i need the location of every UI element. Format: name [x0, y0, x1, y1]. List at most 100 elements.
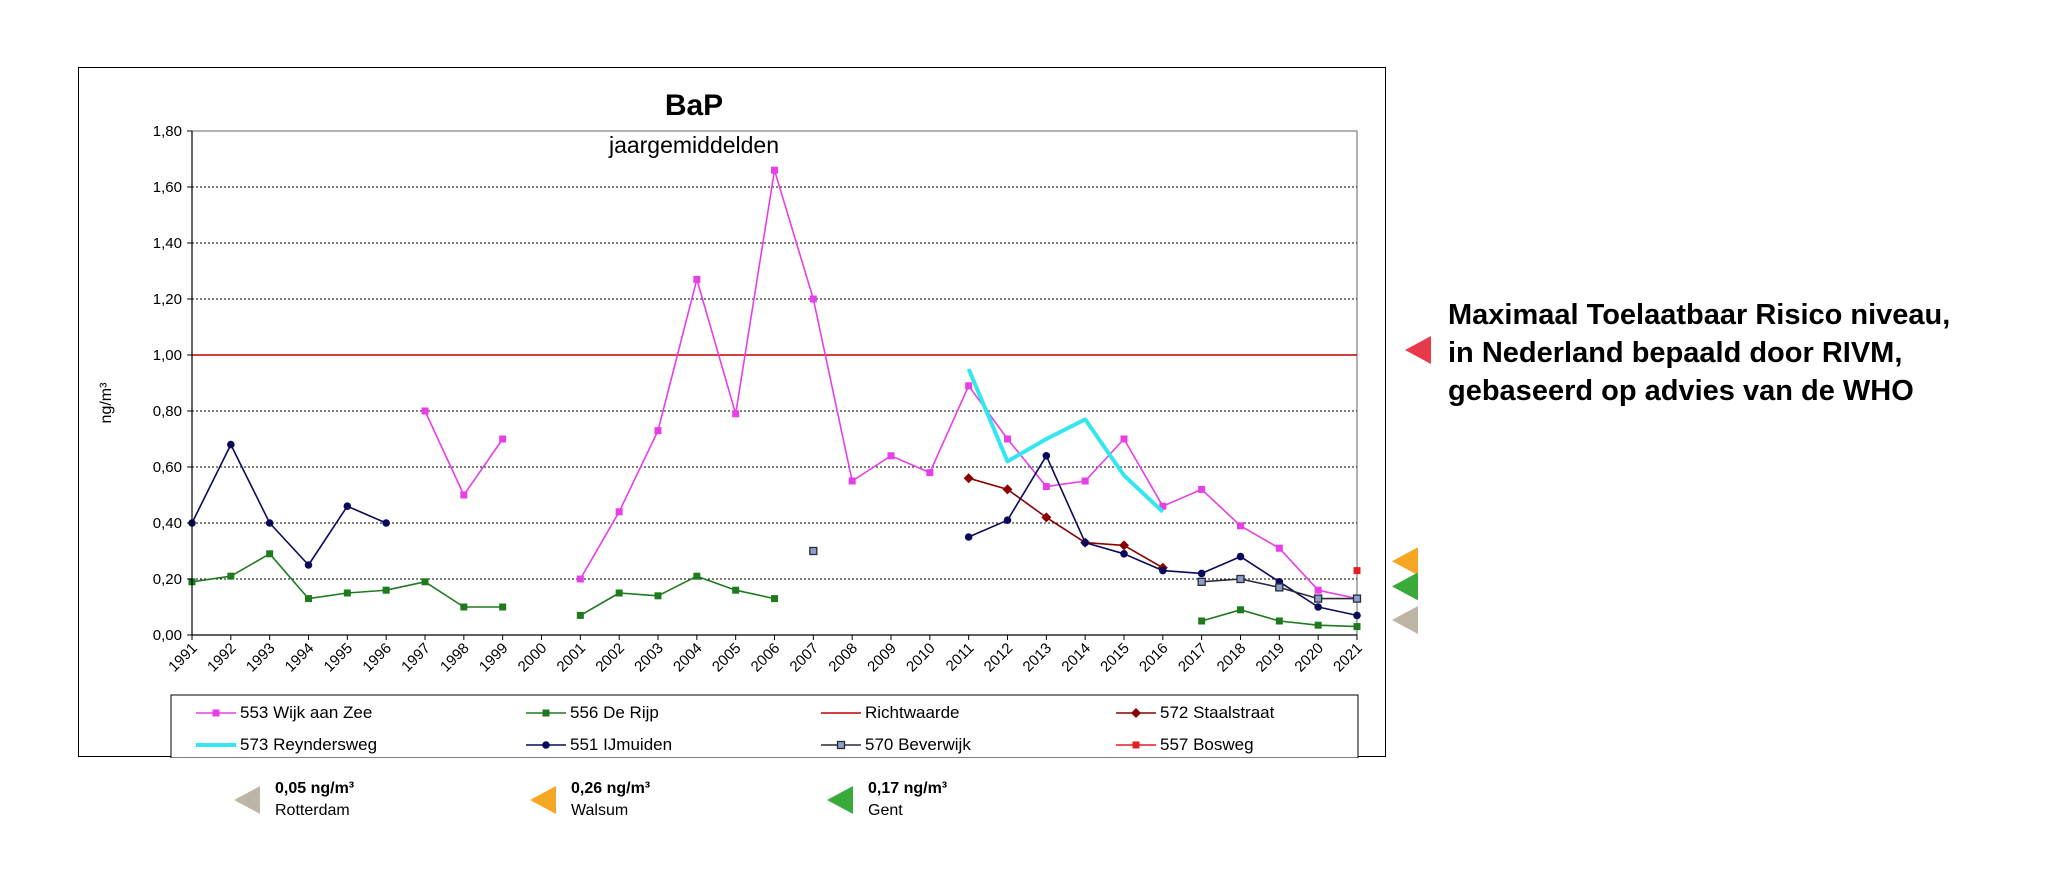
rotterdam-triangle-icon: [234, 786, 260, 814]
data-point: [1159, 502, 1167, 510]
y-tick-label: 1,80: [153, 123, 182, 140]
data-point: [1042, 452, 1051, 460]
data-point: [304, 561, 313, 569]
data-point: [1314, 621, 1322, 629]
x-tick-label: 1994: [282, 640, 318, 676]
reference-walsum: 0,26 ng/m³ Walsum: [528, 778, 728, 828]
data-point: [576, 611, 584, 619]
series-551-ijmuiden: [188, 440, 1361, 620]
data-point: [965, 382, 973, 390]
data-point: [732, 586, 740, 594]
data-point: [1314, 603, 1322, 611]
legend-label: Richtwaarde: [865, 703, 960, 722]
y-tick-label: 0,00: [153, 627, 182, 644]
series-line: [968, 477, 1164, 569]
reference-city: Rotterdam: [275, 802, 350, 819]
annotation-line-2: in Nederland bepaald door RIVM,: [1448, 337, 1903, 369]
x-tick-label: 1997: [398, 640, 434, 676]
series-line: [968, 454, 1358, 617]
data-point: [1042, 483, 1050, 491]
chart-frame: 0,00 0,20 0,40 0,60 0,80 1,00 1,20 1,40 1,60 1,80…: [78, 67, 1386, 758]
data-point: [1353, 623, 1361, 631]
data-point: [421, 578, 429, 586]
data-point: [421, 407, 429, 415]
data-point: [1081, 477, 1089, 485]
data-point: [1353, 567, 1361, 575]
annotation-line-1: Maximaal Toelaatbaar Risico niveau,: [1448, 299, 1951, 331]
reference-gent: 0,17 ng/m³ Gent: [825, 778, 1025, 828]
data-point: [615, 508, 623, 516]
legend-label: 551 IJmuiden: [570, 735, 672, 754]
data-point: [343, 502, 352, 511]
data-point: [1237, 522, 1244, 530]
gent-triangle-icon: [827, 786, 853, 814]
walsum-triangle-icon: [530, 786, 556, 814]
series-573-reyndersweg: [966, 368, 1165, 514]
risk-level-arrow-icon: [1405, 336, 1431, 364]
series-layer: [188, 166, 1362, 631]
data-point: [1197, 577, 1206, 586]
data-point: [887, 452, 895, 460]
data-point: [1236, 552, 1245, 561]
axis-layer: 0,00 0,20 0,40 0,60 0,80 1,00 1,20 1,40 1,60 1,80…: [153, 123, 1366, 675]
data-point: [848, 477, 856, 485]
x-tick-label: 2012: [981, 640, 1017, 676]
data-point: [964, 533, 973, 541]
y-tick-label: 1,40: [153, 235, 182, 252]
y-tick-label: 0,60: [153, 459, 182, 476]
data-point: [227, 572, 235, 580]
legend-label: 573 Reyndersweg: [240, 735, 377, 754]
x-tick-label: 2015: [1097, 640, 1133, 676]
reference-value: 0,26 ng/m³: [571, 780, 651, 797]
series-line: [424, 410, 504, 496]
x-tick-label: 1998: [437, 640, 473, 676]
legend-item: 551 IJmuiden: [526, 735, 672, 754]
data-point: [1119, 540, 1129, 551]
legend-item: 572 Staalstraat: [1116, 703, 1275, 722]
data-point: [615, 589, 623, 597]
data-point: [1003, 516, 1012, 524]
legend-item: 556 De Rijp: [526, 703, 659, 722]
x-tick-label: 2004: [670, 640, 706, 676]
data-point: [1002, 484, 1013, 495]
legend-marker: [542, 741, 550, 749]
x-tick-label: 1991: [165, 640, 201, 676]
legend-label: 556 De Rijp: [570, 703, 659, 722]
data-point: [1120, 435, 1128, 443]
legend-label: 572 Staalstraat: [1160, 703, 1275, 722]
y-tick-label: 1,00: [153, 347, 182, 364]
data-point: [227, 440, 235, 449]
x-tick-label: 2005: [709, 640, 745, 676]
data-point: [809, 295, 817, 303]
data-point: [654, 427, 662, 435]
x-tick-label: 2018: [1214, 640, 1250, 676]
data-point: [1197, 569, 1206, 578]
data-point: [1275, 583, 1284, 592]
grid-layer: [191, 130, 1358, 636]
legend-label: 557 Bosweg: [1160, 735, 1254, 754]
data-point: [460, 603, 468, 611]
data-point: [1314, 594, 1323, 603]
x-tick-label: 2016: [1136, 640, 1172, 676]
reference-arrow-gent: [1392, 572, 1418, 601]
data-point: [1198, 485, 1206, 493]
x-tick-label: 1992: [204, 640, 240, 676]
data-point: [499, 603, 507, 611]
reference-value: 0,05 ng/m³: [275, 780, 355, 797]
data-point: [1081, 538, 1089, 547]
legend-item: 570 Beverwijk: [821, 735, 971, 754]
x-tick-label: 2013: [1020, 640, 1056, 676]
x-tick-label: 2014: [1058, 640, 1094, 676]
y-tick-label: 1,20: [153, 291, 182, 308]
data-point: [382, 519, 390, 527]
x-tick-label: 2001: [554, 640, 590, 676]
x-tick-label: 2011: [943, 640, 978, 675]
series-553-wijk-aan-zee: [421, 166, 1361, 603]
series-line: [191, 443, 387, 566]
series-line: [191, 552, 503, 608]
chart-title: BaP: [665, 89, 723, 122]
data-point: [460, 491, 468, 499]
legend-marker: [836, 740, 846, 750]
plot-area: [191, 130, 1358, 636]
data-point: [499, 435, 507, 443]
